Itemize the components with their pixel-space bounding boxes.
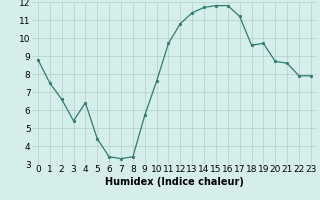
X-axis label: Humidex (Indice chaleur): Humidex (Indice chaleur) (105, 177, 244, 187)
